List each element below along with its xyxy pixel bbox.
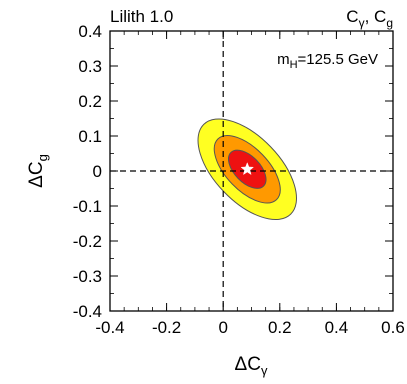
y-tick-label: 0 xyxy=(93,162,102,181)
x-axis-title: ΔCγ xyxy=(235,354,268,378)
y-tick-label: -0.3 xyxy=(73,267,102,286)
y-tick-label: -0.2 xyxy=(73,232,102,251)
y-tick-label: -0.4 xyxy=(73,302,102,321)
best-fit-marker-group xyxy=(240,162,255,176)
y-tick-labels: -0.4 -0.3 -0.2 -0.1 0 0.1 0.2 0.3 0.4 xyxy=(73,22,102,321)
header-left: Lilith 1.0 xyxy=(110,7,173,26)
header-right: Cγ, Cg xyxy=(346,7,393,30)
x-tick-label: -0.2 xyxy=(152,318,181,337)
reference-lines xyxy=(110,31,393,311)
y-tick-label: -0.1 xyxy=(73,197,102,216)
axis-ticks xyxy=(109,30,394,312)
x-tick-label: 0.6 xyxy=(381,318,405,337)
mass-annotation: mH=125.5 GeV xyxy=(277,51,378,71)
best-fit-star xyxy=(240,162,255,176)
y-axis-title: ΔCg xyxy=(26,154,50,188)
y-tick-label: 0.4 xyxy=(78,22,102,41)
x-tick-label: 0.2 xyxy=(268,318,292,337)
x-tick-label: 0 xyxy=(218,318,227,337)
y-tick-label: 0.1 xyxy=(78,127,102,146)
y-tick-label: 0.2 xyxy=(78,92,102,111)
x-tick-label: -0.4 xyxy=(95,318,124,337)
x-tick-label: 0.4 xyxy=(325,318,349,337)
x-tick-labels: -0.4 -0.2 0 0.2 0.4 0.6 xyxy=(95,318,404,337)
y-tick-label: 0.3 xyxy=(78,57,102,76)
